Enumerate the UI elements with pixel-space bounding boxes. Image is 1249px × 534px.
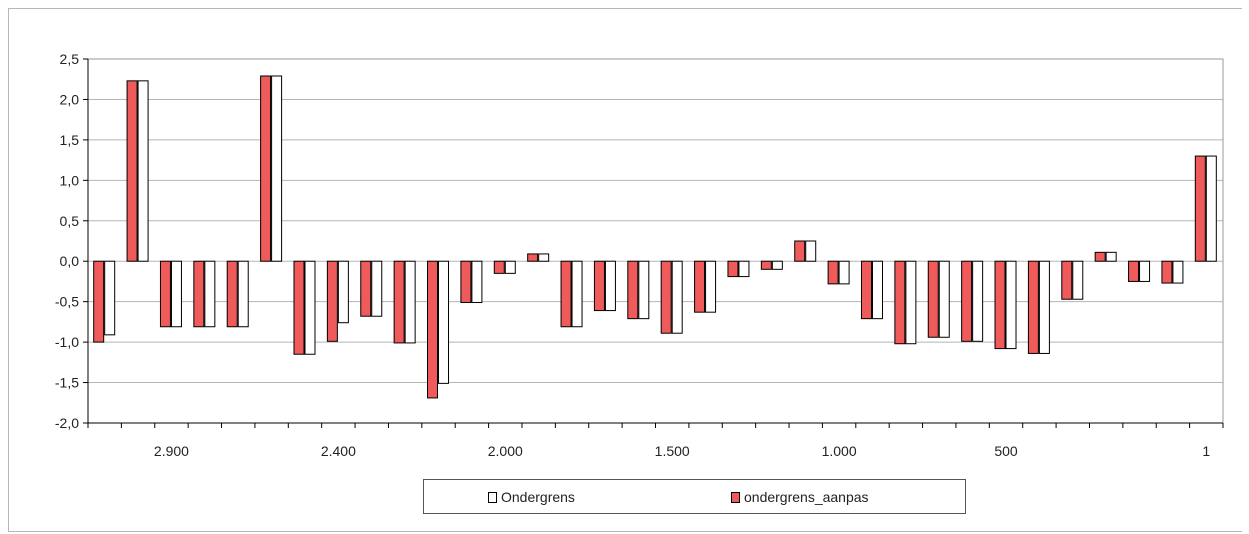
x-tick-label-4: 1.000 <box>822 443 857 459</box>
bar-ondergrens-18 <box>705 260 717 313</box>
x-tick-label-2: 2.000 <box>488 443 523 459</box>
bar-ondergrens-29 <box>1072 260 1084 300</box>
bar-ondergrens-aanpas-23 <box>860 260 872 320</box>
legend-swatch-ondergrens-aanpas <box>731 491 740 503</box>
bar-ondergrens-27 <box>1005 260 1017 350</box>
bar-ondergrens-aanpas-2 <box>159 260 171 328</box>
bar-ondergrens-aanpas-3 <box>193 260 205 328</box>
bar-ondergrens-aanpas-29 <box>1061 260 1073 300</box>
bar-ondergrens-23 <box>871 260 883 320</box>
bar-ondergrens-aanpas-5 <box>260 75 272 262</box>
bar-ondergrens-aanpas-4 <box>226 260 238 328</box>
bar-ondergrens-aanpas-22 <box>827 260 839 285</box>
bar-ondergrens-aanpas-17 <box>660 260 672 334</box>
bar-ondergrens-0 <box>104 260 116 336</box>
bar-ondergrens-aanpas-7 <box>326 260 338 342</box>
bar-ondergrens-4 <box>237 260 249 328</box>
bar-ondergrens-aanpas-33 <box>1194 155 1206 262</box>
legend-label-ondergrens-aanpas: ondergrens_aanpas <box>744 489 869 505</box>
bar-ondergrens-aanpas-26 <box>961 260 973 342</box>
bar-ondergrens-33 <box>1205 155 1217 262</box>
bar-ondergrens-aanpas-11 <box>460 260 472 303</box>
bar-ondergrens-aanpas-8 <box>360 260 372 317</box>
bar-ondergrens-aanpas-9 <box>393 260 405 344</box>
bar-ondergrens-24 <box>905 260 917 345</box>
bar-ondergrens-3 <box>204 260 216 328</box>
plot-area <box>88 59 1223 423</box>
bar-ondergrens-aanpas-19 <box>727 260 739 278</box>
legend-label-ondergrens: Ondergrens <box>501 489 575 505</box>
bar-ondergrens-21 <box>805 240 817 262</box>
bar-ondergrens-aanpas-10 <box>427 260 439 399</box>
bar-ondergrens-9 <box>404 260 416 344</box>
bar-ondergrens-19 <box>738 260 750 278</box>
bar-ondergrens-aanpas-1 <box>126 80 138 262</box>
bar-ondergrens-aanpas-6 <box>293 260 305 355</box>
x-tick-label-5: 500 <box>994 443 1018 459</box>
bar-ondergrens-12 <box>504 260 516 274</box>
bar-ondergrens-20 <box>771 260 783 270</box>
bar-ondergrens-aanpas-25 <box>927 260 939 338</box>
bar-ondergrens-7 <box>337 260 349 324</box>
legend-item-ondergrens-aanpas: ondergrens_aanpas <box>731 489 869 505</box>
legend-item-ondergrens: Ondergrens <box>488 489 575 505</box>
bar-ondergrens-aanpas-18 <box>694 260 706 313</box>
y-tick-label-8: -1,5 <box>55 375 79 391</box>
bar-ondergrens-10 <box>438 260 450 384</box>
bar-ondergrens-15 <box>604 260 616 312</box>
bar-ondergrens-8 <box>371 260 383 317</box>
bar-ondergrens-25 <box>938 260 950 338</box>
bar-ondergrens-aanpas-13 <box>527 253 539 262</box>
bar-ondergrens-aanpas-14 <box>560 260 572 328</box>
bar-ondergrens-26 <box>972 260 984 342</box>
bar-ondergrens-2 <box>170 260 182 328</box>
y-tick-label-4: 0,5 <box>60 213 80 229</box>
bar-ondergrens-1 <box>137 80 149 262</box>
x-tick-label-1: 2.400 <box>321 443 356 459</box>
y-tick-label-6: -0,5 <box>55 294 79 310</box>
bar-ondergrens-aanpas-15 <box>593 260 605 312</box>
y-tick-label-2: 1,5 <box>60 132 80 148</box>
bar-ondergrens-aanpas-16 <box>627 260 639 320</box>
bar-ondergrens-28 <box>1038 260 1050 354</box>
bar-ondergrens-14 <box>571 260 583 328</box>
bar-ondergrens-aanpas-27 <box>994 260 1006 350</box>
y-tick-label-0: 2,5 <box>60 51 80 67</box>
y-tick-label-9: -2,0 <box>55 415 79 431</box>
bar-ondergrens-13 <box>538 253 550 262</box>
legend-swatch-ondergrens <box>488 491 497 503</box>
bar-ondergrens-aanpas-24 <box>894 260 906 345</box>
bar-ondergrens-aanpas-20 <box>760 260 772 270</box>
bar-ondergrens-31 <box>1139 260 1151 282</box>
x-tick-label-6: 1 <box>1202 443 1210 459</box>
bar-ondergrens-30 <box>1105 251 1117 262</box>
bar-ondergrens-aanpas-31 <box>1128 260 1140 282</box>
bar-ondergrens-22 <box>838 260 850 285</box>
bar-ondergrens-32 <box>1172 260 1184 284</box>
bar-ondergrens-aanpas-21 <box>794 240 806 262</box>
y-tick-label-3: 1,0 <box>60 172 80 188</box>
chart-legend: Ondergrens ondergrens_aanpas <box>423 479 966 514</box>
y-tick-label-5: 0,0 <box>60 253 80 269</box>
bar-ondergrens-6 <box>304 260 316 355</box>
bar-ondergrens-5 <box>271 75 283 262</box>
y-tick-label-1: 2,0 <box>60 91 80 107</box>
bar-ondergrens-17 <box>671 260 683 334</box>
bar-ondergrens-aanpas-12 <box>493 260 505 274</box>
bar-ondergrens-11 <box>471 260 483 303</box>
bar-ondergrens-aanpas-30 <box>1094 251 1106 262</box>
bar-ondergrens-aanpas-0 <box>93 260 105 343</box>
bar-ondergrens-aanpas-28 <box>1027 260 1039 354</box>
y-tick-label-7: -1,0 <box>55 334 79 350</box>
x-tick-label-3: 1.500 <box>655 443 690 459</box>
x-tick-label-0: 2.900 <box>154 443 189 459</box>
bar-ondergrens-16 <box>638 260 650 320</box>
bar-ondergrens-aanpas-32 <box>1161 260 1173 284</box>
